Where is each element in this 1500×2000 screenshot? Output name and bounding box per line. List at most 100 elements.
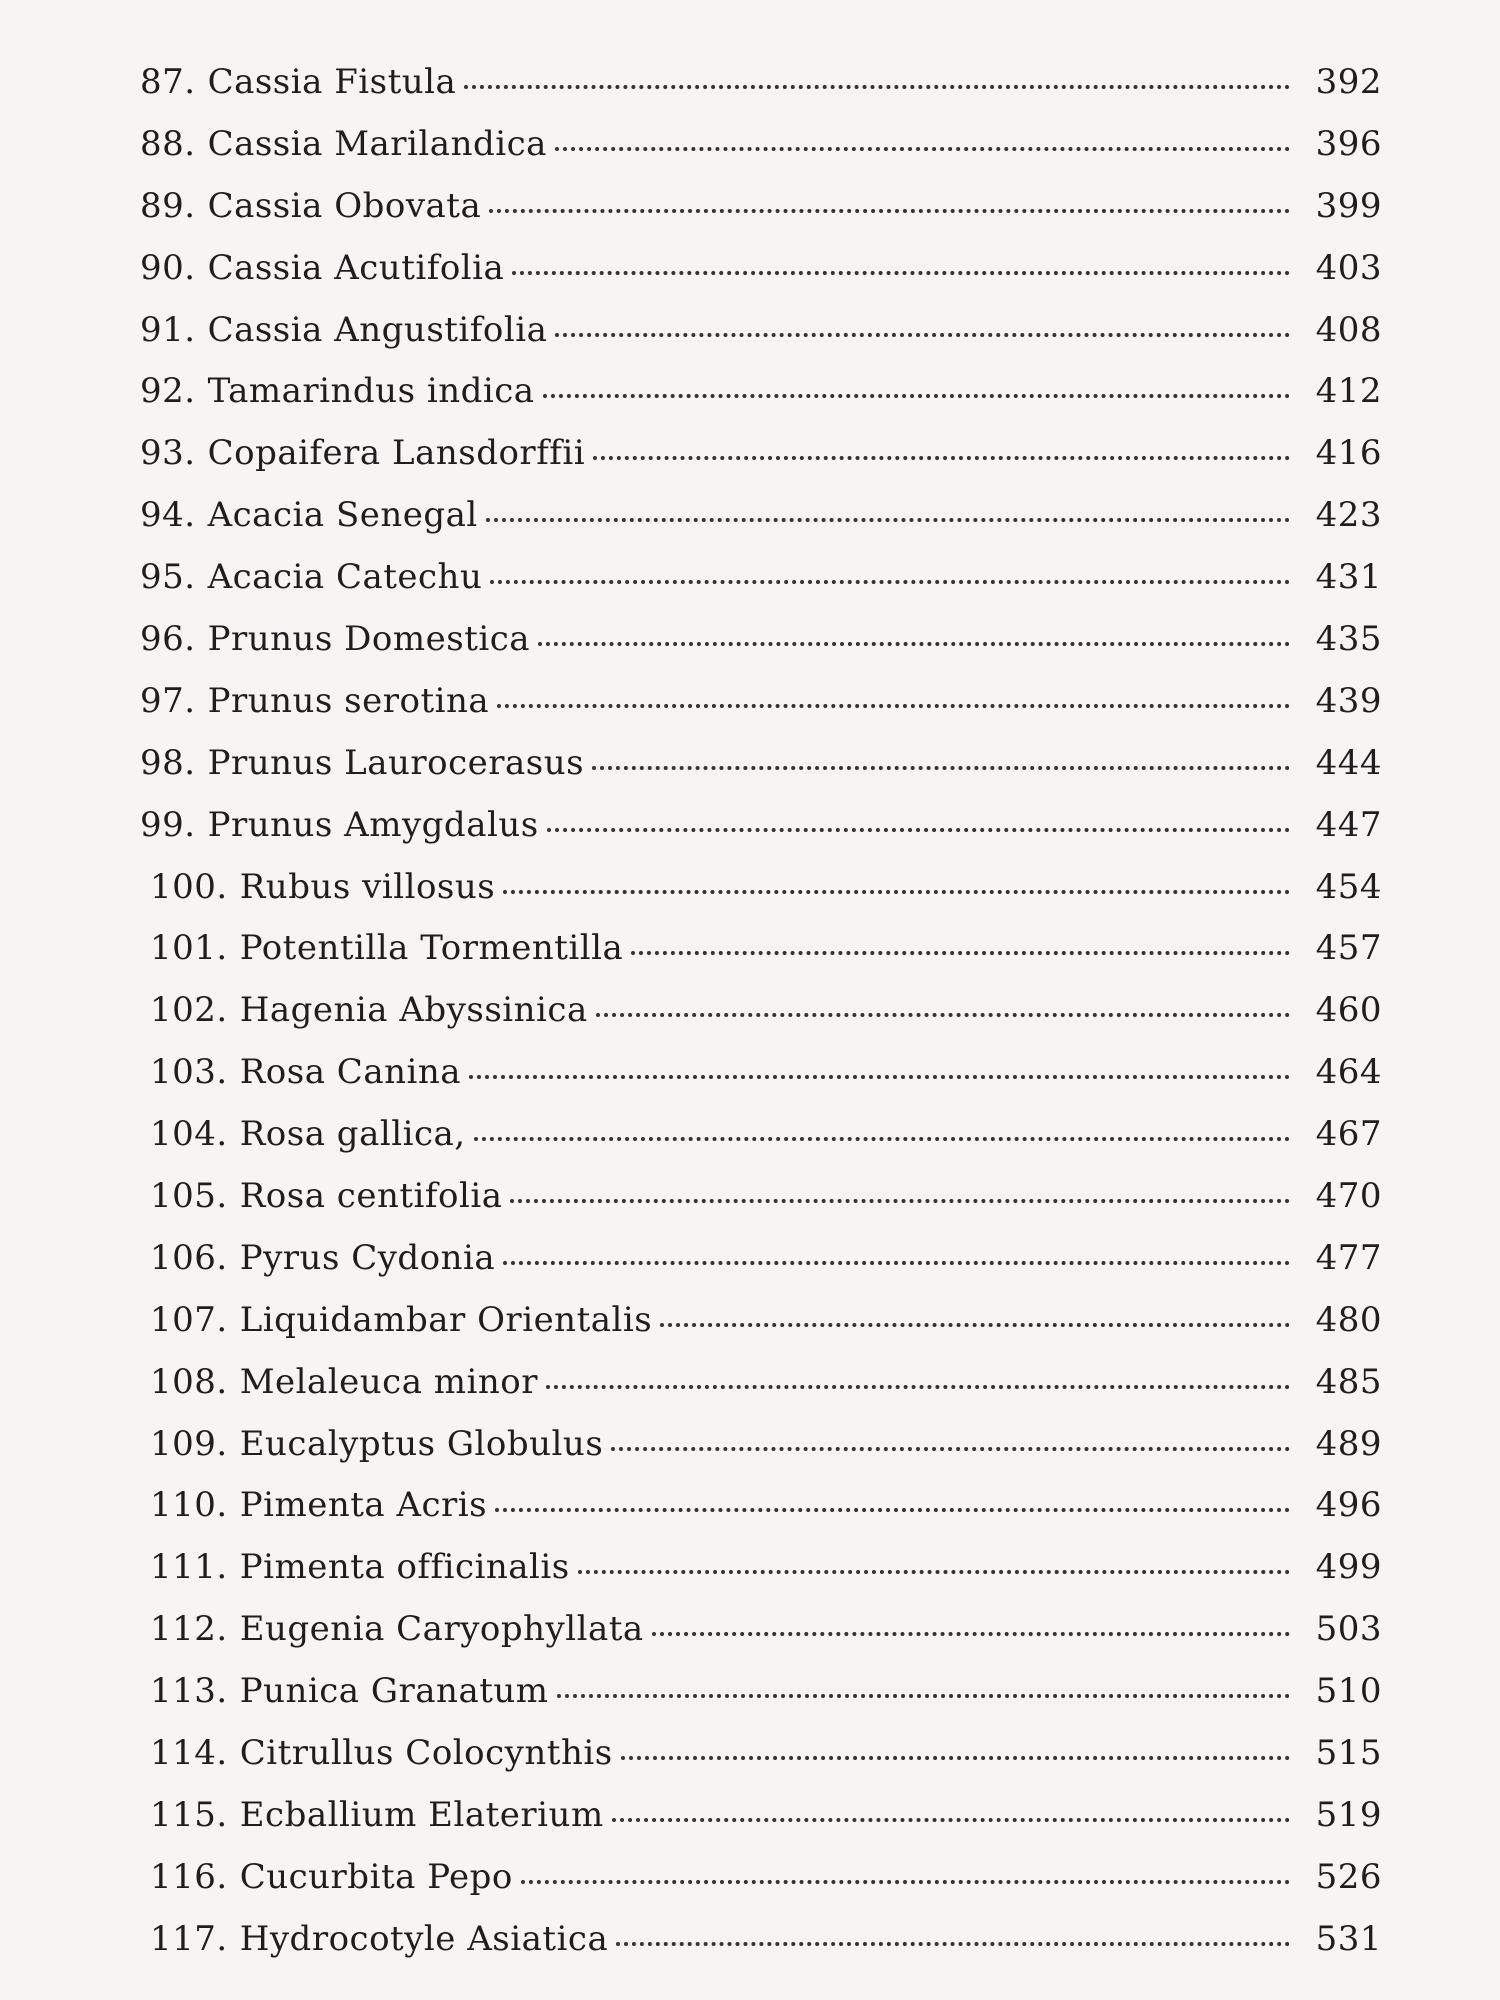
entry-page-number: 460 — [1315, 990, 1382, 1031]
toc-entry: 97. Prunus serotina 439 — [140, 681, 1382, 743]
toc-entry: 113. Punica Granatum 510 — [140, 1671, 1382, 1733]
entry-title: Cassia Marilandica — [207, 123, 547, 164]
entry-page-number: 526 — [1315, 1856, 1382, 1897]
entry-number: 89. — [140, 185, 196, 226]
entry-title: Punica Granatum — [239, 1671, 549, 1712]
entry-number: 97. — [140, 680, 196, 721]
entry-number: 112. — [150, 1609, 228, 1650]
entry-page-number: 470 — [1315, 1176, 1382, 1217]
dot-leader — [489, 208, 1290, 213]
entry-title: Pyrus Cydonia — [239, 1237, 496, 1278]
dot-leader — [595, 1013, 1290, 1018]
entry-title: Acacia Senegal — [207, 495, 478, 536]
entry-page-number: 431 — [1315, 557, 1382, 598]
entry-page-number: 485 — [1315, 1361, 1382, 1402]
toc-entry: 99. Prunus Amygdalus 447 — [140, 805, 1382, 867]
dot-leader — [555, 332, 1290, 337]
toc-entry: 111. Pimenta officinalis 499 — [140, 1547, 1382, 1609]
entry-number: 90. — [140, 247, 196, 288]
entry-page-number: 412 — [1315, 371, 1382, 412]
entry-title: Rosa gallica, — [239, 1114, 466, 1155]
entry-number: 98. — [140, 742, 196, 783]
entry-page-number: 464 — [1315, 1052, 1382, 1093]
entry-number: 109. — [150, 1423, 228, 1464]
dot-leader — [593, 456, 1290, 461]
entry-number: 100. — [150, 866, 228, 907]
entry-title: Potentilla Tormentilla — [239, 928, 624, 969]
entry-title: Prunus Amygdalus — [207, 804, 539, 845]
entry-number: 96. — [140, 619, 196, 660]
entry-page-number: 489 — [1315, 1423, 1382, 1464]
dot-leader — [592, 765, 1290, 770]
dot-leader — [616, 1941, 1290, 1946]
toc-entry: 114. Citrullus Colocynthis 515 — [140, 1733, 1382, 1795]
toc-entry: 91. Cassia Angustifolia 408 — [140, 310, 1382, 372]
entry-title: Liquidambar Orientalis — [239, 1299, 653, 1340]
toc-entry: 108. Melaleuca minor 485 — [140, 1362, 1382, 1424]
toc-entry: 90. Cassia Acutifolia 403 — [140, 248, 1382, 310]
dot-leader — [495, 1508, 1290, 1513]
entry-page-number: 408 — [1315, 309, 1382, 350]
entry-page-number: 444 — [1315, 742, 1382, 783]
dot-leader — [556, 1694, 1290, 1699]
dot-leader — [546, 1384, 1290, 1389]
entry-page-number: 457 — [1315, 928, 1382, 969]
toc-entry: 100. Rubus villosus 454 — [140, 867, 1382, 929]
toc-entry: 106. Pyrus Cydonia 477 — [140, 1238, 1382, 1300]
toc-entry: 95. Acacia Catechu 431 — [140, 557, 1382, 619]
entry-number: 107. — [150, 1299, 228, 1340]
entry-number: 87. — [140, 62, 196, 102]
entry-number: 94. — [140, 495, 196, 536]
entry-page-number: 392 — [1315, 62, 1382, 102]
entry-number: 95. — [140, 557, 196, 598]
dot-leader — [631, 951, 1290, 956]
entry-title: Hagenia Abyssinica — [239, 990, 588, 1031]
entry-number: 108. — [150, 1361, 228, 1402]
entry-number: 115. — [150, 1794, 228, 1835]
toc-entry: 117. Hydrocotyle Asiatica 531 — [140, 1919, 1382, 1981]
entry-number: 91. — [140, 309, 196, 350]
entry-page-number: 503 — [1315, 1609, 1382, 1650]
dot-leader — [542, 394, 1290, 399]
entry-page-number: 499 — [1315, 1547, 1382, 1588]
entry-title: Prunus Domestica — [207, 619, 531, 660]
entry-title: Rosa centifolia — [239, 1176, 503, 1217]
toc-entry: 93. Copaifera Lansdorffii 416 — [140, 433, 1382, 495]
entry-title: Pimenta officinalis — [239, 1547, 570, 1588]
entry-number: 88. — [140, 123, 196, 164]
dot-leader — [620, 1756, 1290, 1761]
entry-page-number: 439 — [1315, 680, 1382, 721]
entry-number: 104. — [150, 1114, 228, 1155]
entry-title: Copaifera Lansdorffii — [207, 433, 586, 474]
toc-entry: 101. Potentilla Tormentilla 457 — [140, 928, 1382, 990]
entry-title: Eucalyptus Globulus — [239, 1423, 604, 1464]
entry-title: Cassia Fistula — [207, 62, 457, 102]
toc-entry: 116. Cucurbita Pepo 526 — [140, 1857, 1382, 1919]
entry-page-number: 399 — [1315, 185, 1382, 226]
entry-title: Cassia Angustifolia — [207, 309, 548, 350]
entry-number: 111. — [150, 1547, 228, 1588]
toc-entry: 110. Pimenta Acris 496 — [140, 1485, 1382, 1547]
entry-title: Citrullus Colocynthis — [239, 1733, 613, 1774]
entry-page-number: 396 — [1315, 123, 1382, 164]
dot-leader — [485, 518, 1290, 523]
entry-page-number: 480 — [1315, 1299, 1382, 1340]
entry-number: 93. — [140, 433, 196, 474]
entry-number: 110. — [150, 1485, 228, 1526]
entry-number: 102. — [150, 990, 228, 1031]
entry-page-number: 447 — [1315, 804, 1382, 845]
toc-entry: 87. Cassia Fistula 392 — [140, 62, 1382, 124]
table-of-contents: 87. Cassia Fistula 392 88. Cassia Marilandic… — [140, 62, 1382, 1981]
entry-page-number: 435 — [1315, 619, 1382, 660]
toc-entry: 102. Hagenia Abyssinica 460 — [140, 990, 1382, 1052]
entry-number: 113. — [150, 1671, 228, 1712]
entry-title: Prunus Laurocerasus — [207, 742, 585, 783]
toc-entry: 103. Rosa Canina 464 — [140, 1052, 1382, 1114]
entry-page-number: 510 — [1315, 1671, 1382, 1712]
entry-title: Cassia Obovata — [207, 185, 482, 226]
entry-page-number: 519 — [1315, 1794, 1382, 1835]
entry-title: Rubus villosus — [239, 866, 496, 907]
dot-leader — [464, 85, 1290, 89]
dot-leader — [577, 1570, 1290, 1575]
entry-title: Rosa Canina — [239, 1052, 462, 1093]
